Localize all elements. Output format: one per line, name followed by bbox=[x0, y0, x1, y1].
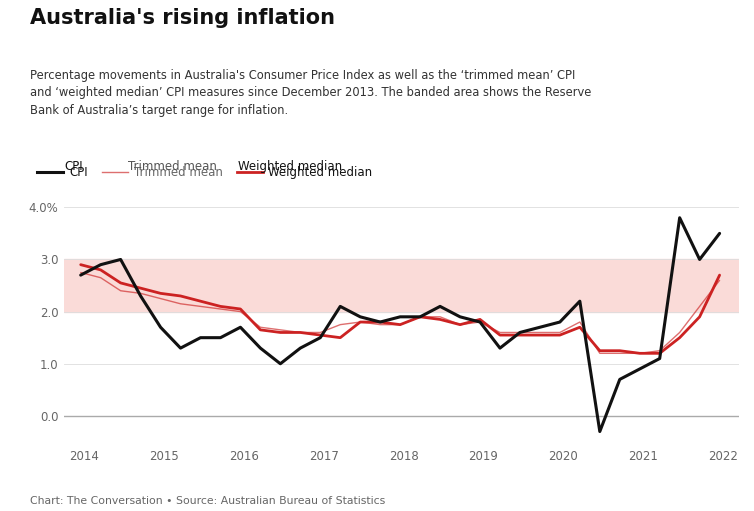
Text: Chart: The Conversation • Source: Australian Bureau of Statistics: Chart: The Conversation • Source: Austra… bbox=[30, 496, 385, 506]
Text: Percentage movements in Australia's Consumer Price Index as well as the ‘trimmed: Percentage movements in Australia's Cons… bbox=[30, 69, 592, 117]
Text: Australia's rising inflation: Australia's rising inflation bbox=[30, 8, 336, 28]
Text: Weighted median: Weighted median bbox=[238, 159, 342, 173]
Text: CPI: CPI bbox=[64, 159, 83, 173]
Bar bbox=[64, 260, 739, 312]
Text: Trimmed mean: Trimmed mean bbox=[128, 159, 217, 173]
Legend: CPI, Trimmed mean, Weighted median: CPI, Trimmed mean, Weighted median bbox=[32, 162, 377, 184]
